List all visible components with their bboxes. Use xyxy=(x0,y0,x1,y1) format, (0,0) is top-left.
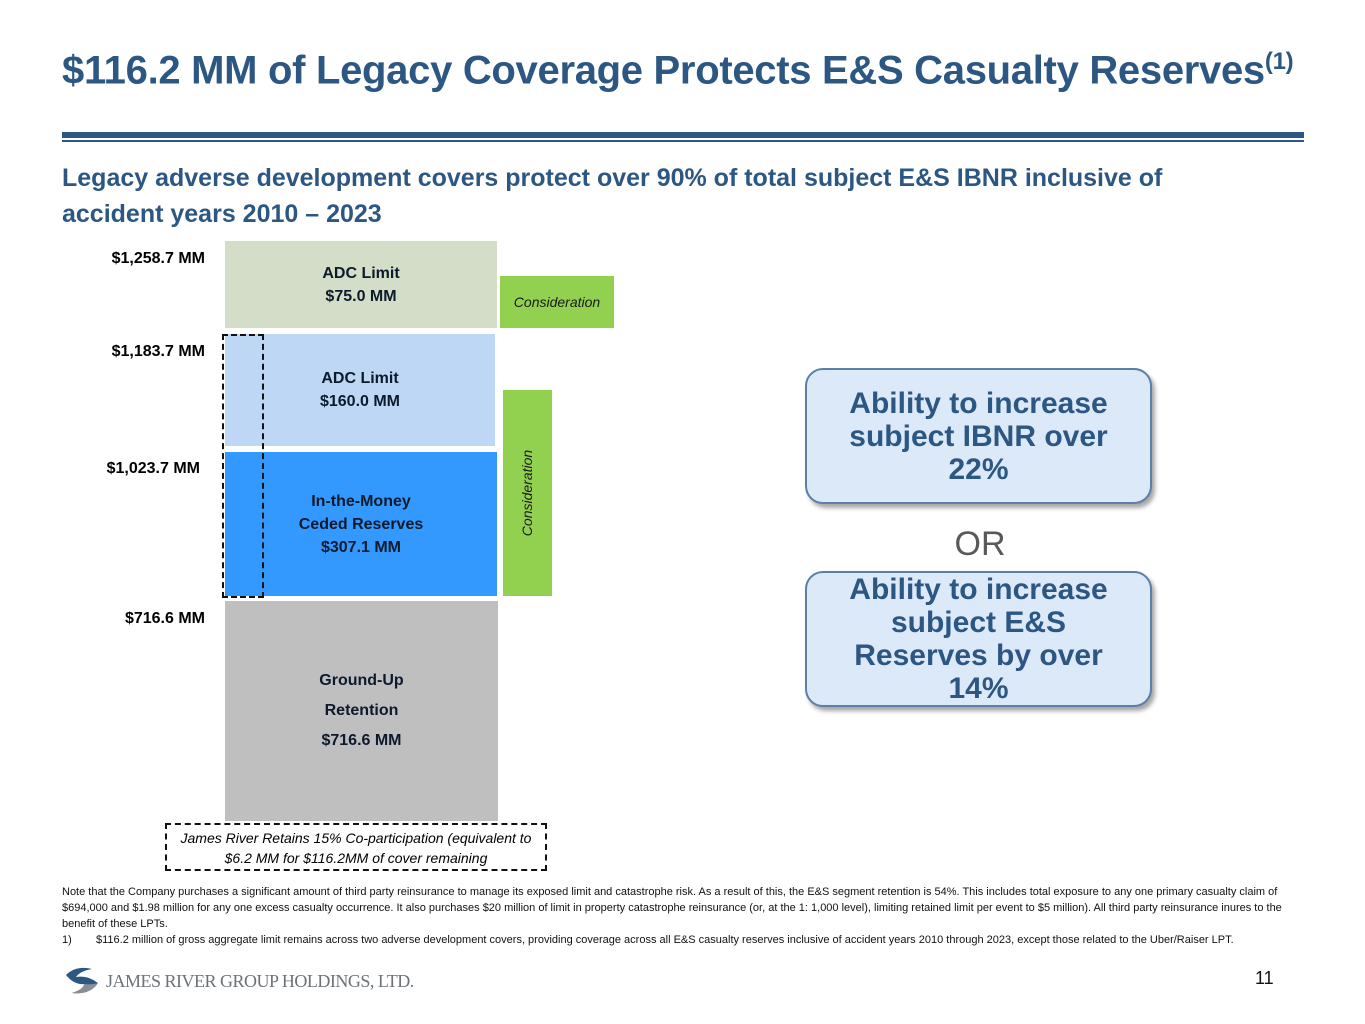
callout-reserves: Ability to increase subject E&S Reserves… xyxy=(805,571,1152,707)
block-value: $307.1 MM xyxy=(320,538,402,556)
footnotes: Note that the Company purchases a signif… xyxy=(62,884,1292,948)
title-text: $116.2 MM of Legacy Coverage Protects E&… xyxy=(62,48,1265,93)
footnote-1: 1) $116.2 million of gross aggregate limi… xyxy=(62,932,1292,948)
title-footnote-ref: (1) xyxy=(1264,48,1294,75)
block-label: ADC Limit xyxy=(321,370,399,387)
adc-limit-160-block: ADC Limit $160.0 MM xyxy=(225,334,495,446)
footnote-text: $116.2 million of gross aggregate limit … xyxy=(96,934,1234,946)
co-participation-dashed-marker xyxy=(222,334,264,598)
consideration-side-label: Consideration xyxy=(519,449,536,537)
block-label: Ground-Up xyxy=(319,672,404,689)
level-label: $1,258.7 MM xyxy=(111,250,205,267)
block-value: $75.0 MM xyxy=(325,287,397,305)
level-label: $1,023.7 MM xyxy=(106,460,200,477)
or-label: OR xyxy=(954,525,1006,563)
level-label: $716.6 MM xyxy=(124,610,205,627)
in-the-money-block: In-the-Money Ceded Reserves $307.1 MM xyxy=(225,452,497,596)
block-label: Ceded Reserves xyxy=(298,515,424,533)
consideration-box-side: Consideration xyxy=(503,390,552,596)
block-label: Retention xyxy=(324,702,399,719)
footnote-marker: 1) xyxy=(62,934,72,946)
note-text: Note that the Company purchases a signif… xyxy=(62,886,1282,930)
logo-text: JAMES RIVER GROUP HOLDINGS, LTD. xyxy=(106,970,414,991)
consideration-box-top: Consideration xyxy=(500,276,614,328)
level-label: $1,183.7 MM xyxy=(111,343,205,360)
co-participation-note: James River Retains 15% Co-participation… xyxy=(165,823,547,871)
title-divider xyxy=(62,132,1304,138)
logo-swoosh-icon xyxy=(66,967,98,994)
page-number: 11 xyxy=(1255,968,1274,988)
adc-limit-75-block: ADC Limit $75.0 MM xyxy=(225,241,497,328)
block-value: $160.0 MM xyxy=(319,393,401,410)
ground-up-retention-block: Ground-Up Retention $716.6 MM xyxy=(225,601,498,821)
callout-ibnr: Ability to increase subject IBNR over 22… xyxy=(805,368,1152,504)
block-label: ADC Limit xyxy=(322,264,400,282)
page-title: $116.2 MM of Legacy Coverage Protects E&… xyxy=(62,48,1294,93)
title-divider-thin xyxy=(62,140,1304,142)
company-logo: JAMES RIVER GROUP HOLDINGS, LTD. xyxy=(62,965,414,997)
block-value: $716.6 MM xyxy=(321,732,402,749)
block-label: In-the-Money xyxy=(311,492,411,510)
subtitle: Legacy adverse development covers protec… xyxy=(62,164,1163,228)
